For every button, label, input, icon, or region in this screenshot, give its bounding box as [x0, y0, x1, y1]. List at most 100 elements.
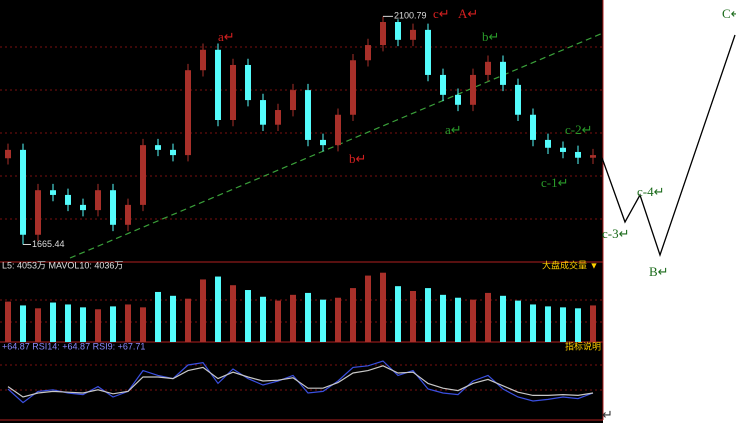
candle-body [425, 29, 431, 75]
volume-bar [20, 305, 26, 342]
candle-body [95, 190, 101, 211]
volume-bar [350, 288, 356, 342]
candle-body [320, 139, 326, 146]
candle-body [35, 190, 41, 235]
volume-bar [440, 294, 446, 342]
candle-body [590, 155, 596, 158]
wave-label: a↵ [445, 122, 462, 137]
volume-bar [65, 304, 71, 342]
volume-bar [485, 292, 491, 342]
trend-line [69, 32, 604, 259]
volume-bar [125, 304, 131, 342]
volume-bar [425, 288, 431, 342]
candle-body [155, 145, 161, 150]
volume-bar [290, 294, 296, 342]
candle-body [560, 147, 566, 152]
volume-bar [80, 307, 86, 342]
volume-bar [230, 285, 236, 342]
high-label: 2100.79 [394, 11, 427, 21]
volume-legend: L5: 4053万 MAVOL10: 4036万 [2, 260, 123, 270]
wave-projection [600, 34, 736, 258]
volume-bar [170, 295, 176, 342]
rsi-button[interactable]: 指标说明 [565, 340, 601, 351]
candle-body [470, 74, 476, 105]
candle-body [230, 64, 236, 120]
volume-bar [215, 276, 221, 342]
wave-label: c↵ [433, 6, 450, 21]
volume-bar [395, 286, 401, 342]
candle-body [20, 149, 26, 235]
volume-bar [365, 275, 371, 342]
volume-bar [305, 292, 311, 342]
volume-bar [410, 290, 416, 342]
volume-button[interactable]: 大盘成交量 ▼ [542, 259, 598, 270]
wave-label: b↵ [349, 151, 366, 166]
volume-bar [560, 307, 566, 342]
candle-body [275, 110, 281, 125]
volume-bar [110, 306, 116, 342]
volume-bar [200, 279, 206, 342]
candle-body [260, 100, 266, 125]
volume-bar [50, 302, 56, 342]
rsi-line [7, 365, 594, 398]
volume-bar [515, 300, 521, 342]
wave-label: b↵ [482, 29, 499, 44]
volume-bar [500, 295, 506, 342]
wave-label: ↵ [602, 407, 613, 422]
volume-bar [245, 290, 251, 342]
candle-body [305, 90, 311, 140]
volume-bar [35, 308, 41, 342]
candle-body [410, 29, 416, 40]
volume-bar [470, 299, 476, 342]
candle-body [575, 151, 581, 158]
candle-body [365, 45, 371, 61]
wave-label: C↵ [722, 6, 736, 21]
volume-bar [5, 301, 11, 342]
candle-body [545, 139, 551, 148]
wave-label: c-4↵ [637, 184, 665, 199]
candle-body [170, 149, 176, 156]
volume-bar [95, 309, 101, 342]
candle-body [5, 149, 11, 159]
chart-background [0, 0, 603, 423]
candle-body [200, 49, 206, 71]
volume-bar [530, 304, 536, 342]
volume-bar [545, 306, 551, 342]
volume-bar [380, 272, 386, 342]
candle-body [215, 49, 221, 120]
wave-label: B↵ [649, 264, 669, 279]
wave-label: c-1↵ [541, 175, 569, 190]
candle-body [530, 114, 536, 140]
candle-body [290, 90, 296, 111]
candle-body [335, 114, 341, 146]
volume-bar [155, 291, 161, 342]
candle-body [440, 74, 446, 95]
volume-bar [575, 308, 581, 342]
volume-bar [320, 299, 326, 342]
volume-bar [140, 307, 146, 342]
candle-body [395, 22, 401, 40]
wave-label: c-3↵ [602, 226, 630, 241]
rsi-legend: +64.87 RSI14: +64.87 RSI9: +67.71 [2, 341, 145, 351]
candle-body [245, 64, 251, 101]
low-label: 1665.44 [32, 239, 65, 249]
candle-body [185, 70, 191, 156]
volume-bar [590, 305, 596, 342]
volume-bar [455, 297, 461, 342]
wave-label: a↵ [218, 29, 235, 44]
wave-label: A↵ [458, 6, 478, 21]
candle-body [350, 60, 356, 115]
volume-bar [260, 296, 266, 342]
volume-bar [185, 298, 191, 342]
candle-body [500, 61, 506, 85]
volume-bar [275, 300, 281, 342]
candle-body [515, 84, 521, 115]
candle-body [455, 94, 461, 105]
candle-body [125, 204, 131, 225]
candle-body [485, 61, 491, 75]
candle-body [140, 145, 146, 205]
volume-bar [335, 297, 341, 342]
candle-body [80, 204, 86, 211]
candle-body [380, 22, 386, 46]
